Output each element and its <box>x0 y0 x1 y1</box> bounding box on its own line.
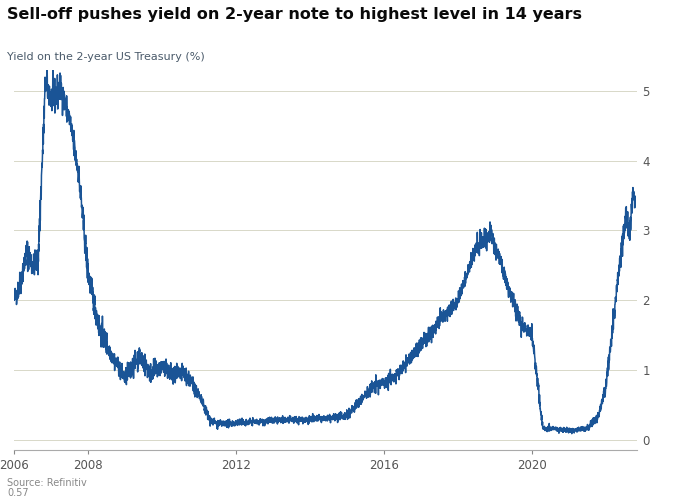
Text: Yield on the 2-year US Treasury (%): Yield on the 2-year US Treasury (%) <box>7 52 204 62</box>
Text: 0.57: 0.57 <box>7 488 29 498</box>
Text: Sell-off pushes yield on 2-year note to highest level in 14 years: Sell-off pushes yield on 2-year note to … <box>7 8 582 22</box>
Text: Source: Refinitiv: Source: Refinitiv <box>7 478 87 488</box>
